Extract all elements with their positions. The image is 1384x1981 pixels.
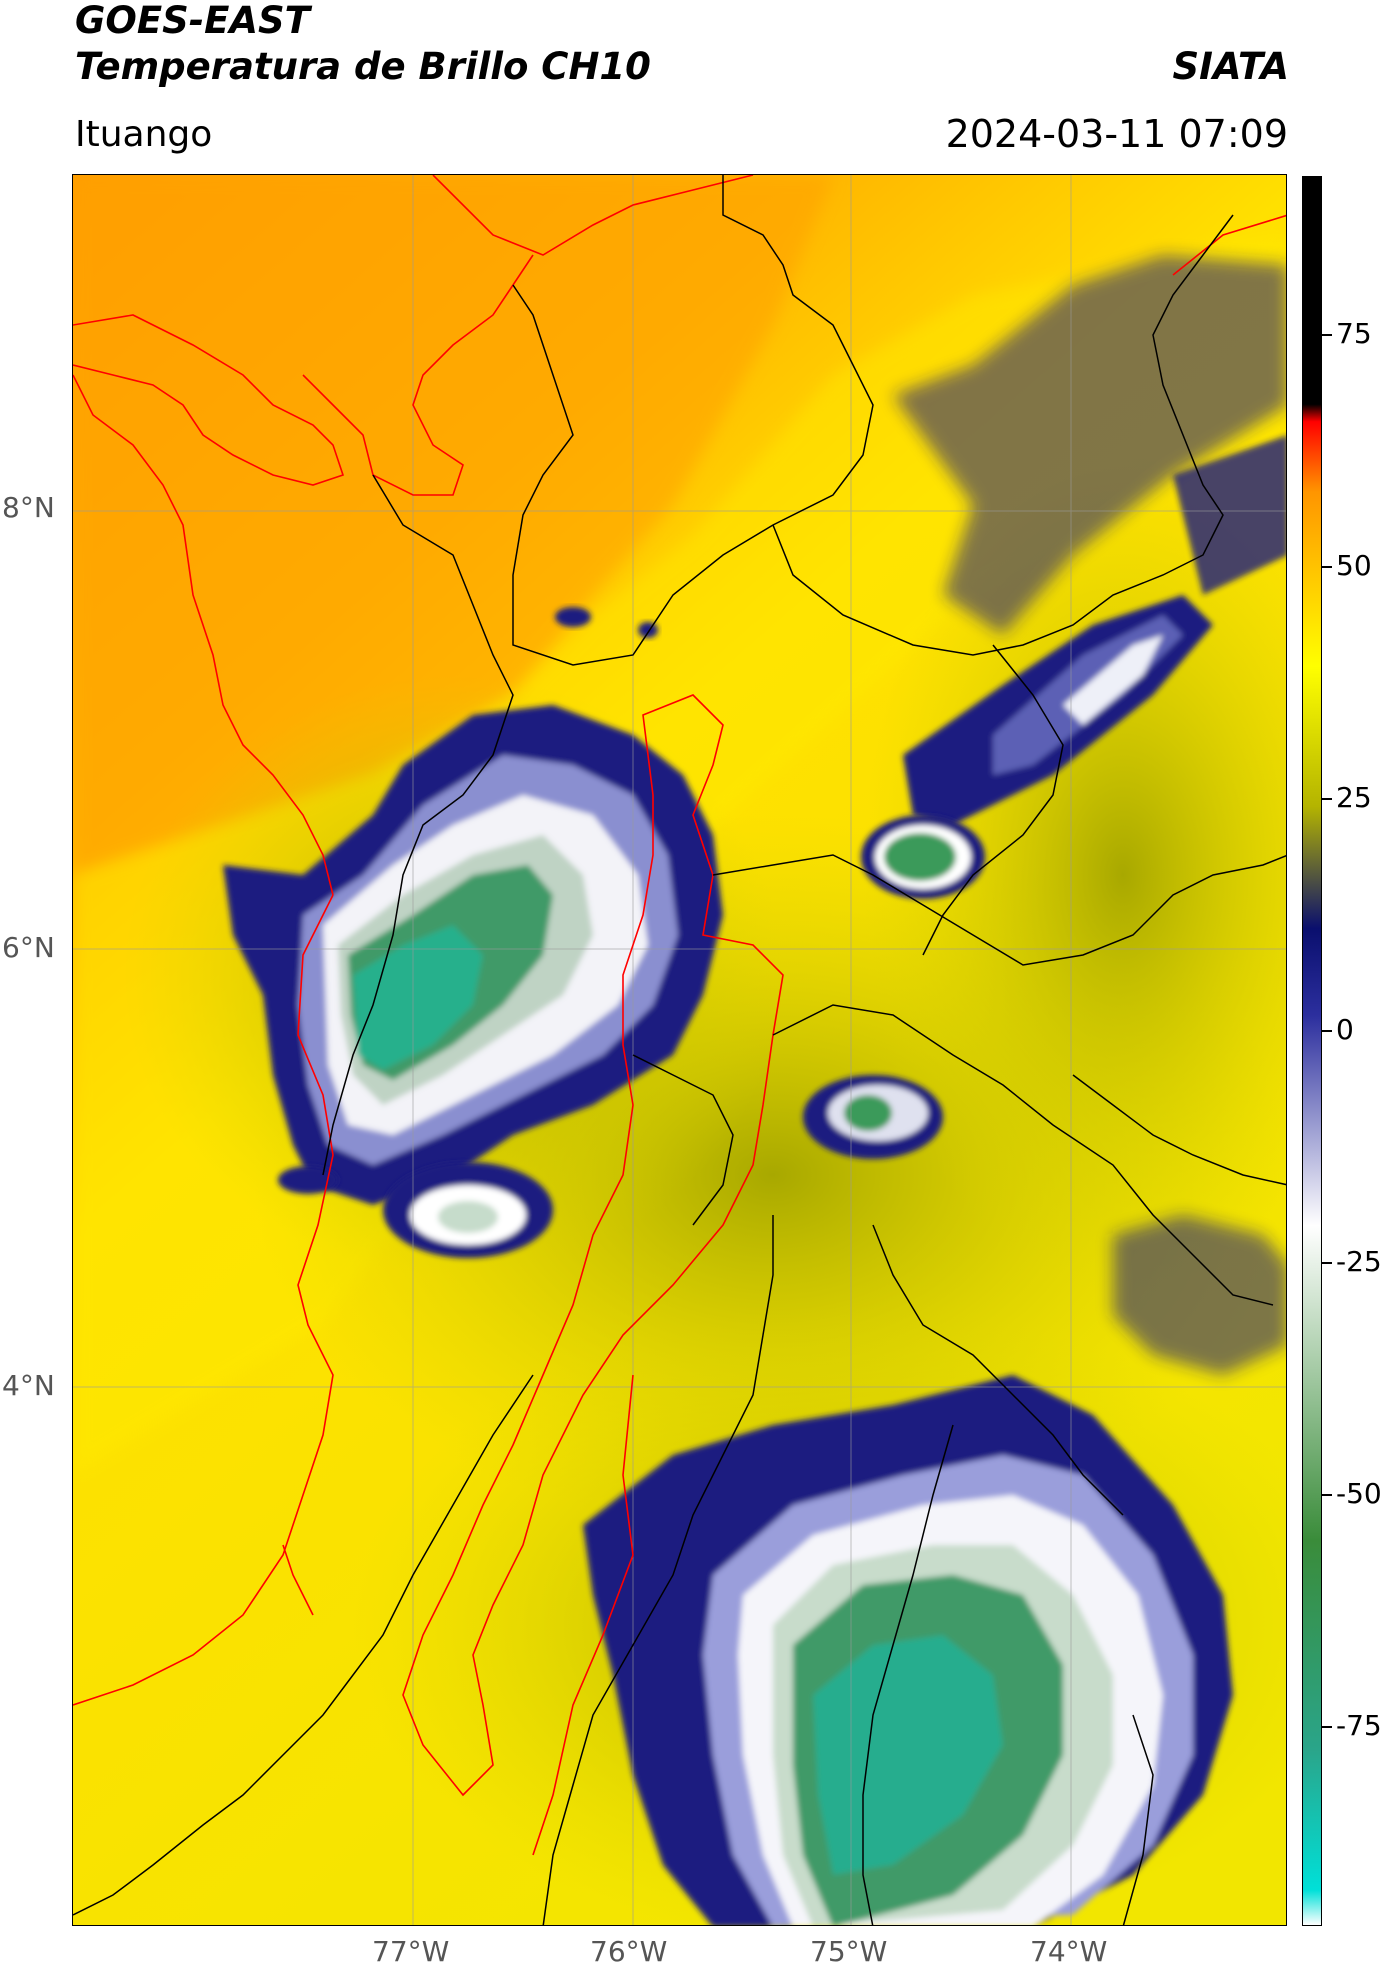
colorbar-label-m25: -25 bbox=[1336, 1245, 1382, 1278]
west-storm-lobe bbox=[278, 1162, 553, 1258]
product-title: Temperatura de Brillo CH10 bbox=[75, 45, 651, 88]
agency-label: SIATA bbox=[1172, 45, 1289, 88]
colorbar bbox=[1302, 176, 1322, 1926]
coastline-caribbean bbox=[73, 314, 345, 486]
muni-border-8 bbox=[862, 1424, 954, 1925]
colorbar-label-m50: -50 bbox=[1336, 1477, 1382, 1510]
muni-border-7 bbox=[542, 1215, 774, 1925]
coastline-uraba bbox=[73, 374, 334, 896]
muni-border-4 bbox=[712, 854, 1286, 966]
muni-border-11 bbox=[632, 1054, 734, 1226]
coastline-gulf bbox=[302, 254, 534, 496]
lat-label-4N: 4°N bbox=[2, 1369, 55, 1402]
east-scattered-clouds bbox=[1113, 1215, 1286, 1375]
lon-label-76W: 76°W bbox=[590, 1935, 668, 1968]
muni-border-10 bbox=[73, 1374, 534, 1916]
colorbar-label-50: 50 bbox=[1336, 549, 1372, 582]
muni-border-9 bbox=[1122, 1714, 1154, 1925]
muni-border-1 bbox=[512, 175, 874, 666]
colorbar-label-75: 75 bbox=[1336, 317, 1372, 350]
colorbar-tick-75 bbox=[1322, 334, 1332, 336]
coastline-north bbox=[432, 175, 754, 256]
colorbar-tick-0 bbox=[1322, 1030, 1332, 1032]
colorbar-label-m75: -75 bbox=[1336, 1709, 1382, 1742]
colorbar-tick-25 bbox=[1322, 798, 1332, 800]
ne-cloud-streak-1 bbox=[893, 255, 1286, 635]
colorbar-tick-m50 bbox=[1322, 1494, 1332, 1496]
colorbar-label-0: 0 bbox=[1336, 1013, 1354, 1046]
lat-label-8N: 8°N bbox=[2, 491, 55, 524]
colorbar-tick-m25 bbox=[1322, 1262, 1332, 1264]
border-dept-south bbox=[532, 1374, 634, 1856]
coastline-pacific bbox=[73, 894, 334, 1706]
lon-label-74W: 74°W bbox=[1030, 1935, 1108, 1968]
satellite-title: GOES-EAST bbox=[75, 0, 310, 42]
lon-label-75W: 75°W bbox=[810, 1935, 888, 1968]
department-borders bbox=[73, 175, 1286, 1856]
map-canvas bbox=[73, 175, 1286, 1925]
ne-cloud-band bbox=[903, 595, 1213, 825]
small-cell-north-2 bbox=[638, 622, 658, 638]
cold-cell-east bbox=[861, 815, 985, 899]
municipal-borders bbox=[73, 175, 1286, 1925]
border-sw-island bbox=[282, 1544, 314, 1616]
satellite-map[interactable] bbox=[72, 174, 1287, 1926]
cloud-cell-center bbox=[803, 1075, 943, 1159]
small-cell-north bbox=[555, 607, 591, 627]
colorbar-tick-50 bbox=[1322, 566, 1332, 568]
colorbar-label-25: 25 bbox=[1336, 781, 1372, 814]
muni-border-6 bbox=[872, 1224, 1124, 1516]
border-ne-corner bbox=[1172, 214, 1286, 276]
muni-border-5 bbox=[772, 1004, 1274, 1306]
west-storm-complex bbox=[223, 705, 723, 1205]
warm-orange-region bbox=[73, 175, 833, 875]
colorbar-tick-m75 bbox=[1322, 1726, 1332, 1728]
muni-border-12 bbox=[922, 644, 1064, 956]
graticule bbox=[73, 175, 1286, 1925]
muni-border-2 bbox=[772, 214, 1234, 656]
muni-border-3 bbox=[322, 474, 514, 1176]
muni-border-13 bbox=[1072, 1074, 1286, 1186]
olive-haze-east bbox=[863, 455, 1286, 1295]
location-label: Ituango bbox=[75, 114, 213, 155]
datetime-label: 2024-03-11 07:09 bbox=[945, 112, 1288, 156]
lon-label-77W: 77°W bbox=[372, 1935, 450, 1968]
lat-label-6N: 6°N bbox=[2, 931, 55, 964]
border-antioquia bbox=[402, 694, 784, 1797]
